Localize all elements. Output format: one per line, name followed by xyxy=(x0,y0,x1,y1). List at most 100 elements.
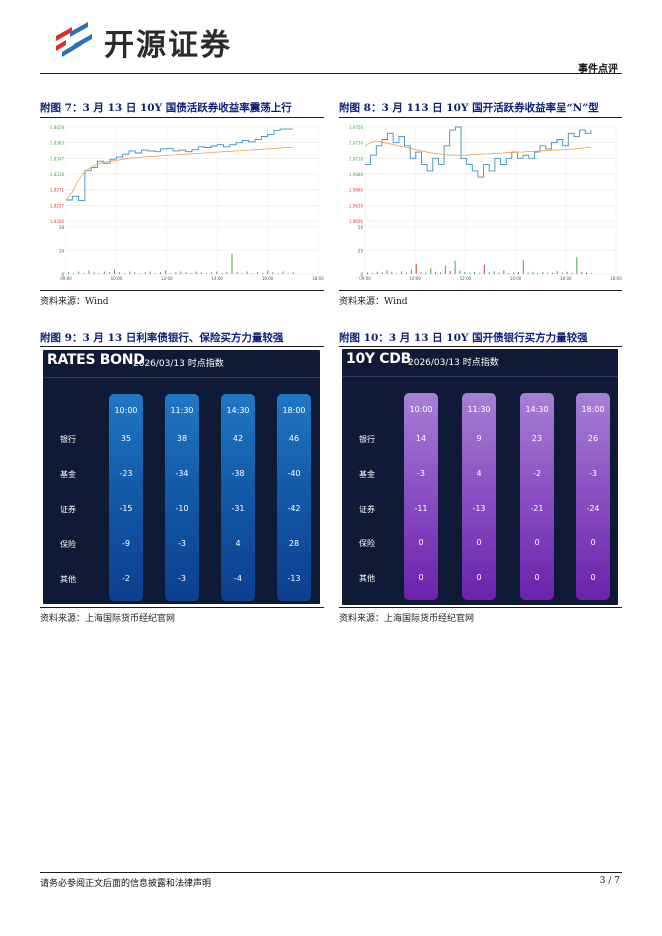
volume-tick-label: 28 xyxy=(59,225,65,230)
volume-bar xyxy=(129,271,131,274)
x-tick-label: 09:00 xyxy=(60,276,72,281)
volume-bar xyxy=(508,273,510,274)
figure-7-source: 资料来源：Wind xyxy=(40,297,109,307)
table-cell: -3 xyxy=(178,574,186,583)
volume-bar xyxy=(367,272,368,274)
volume-bar xyxy=(68,272,69,274)
volume-bar xyxy=(272,272,274,274)
volume-bar xyxy=(576,257,578,274)
x-tick-label: 16:00 xyxy=(262,276,274,281)
column-time-label: 14:30 xyxy=(226,406,250,415)
volume-bar xyxy=(552,273,553,274)
volume-bar xyxy=(262,273,264,274)
table-cell: 0 xyxy=(590,573,596,582)
y-tick-label: 1.9600 xyxy=(349,219,363,224)
figure-8-title: 附图 8：3 月 113 日 10Y 国开活跃券收益率呈“N”型 xyxy=(339,102,599,114)
table-cell: 9 xyxy=(476,434,482,443)
volume-bar xyxy=(517,272,519,274)
volume-bar xyxy=(246,271,248,274)
intraday-chart-svg: 1.8428 1.8383 1.8347 1.8318 1.8271 1.8237 1.82… xyxy=(50,125,324,281)
column-time-label: 18:00 xyxy=(581,405,605,414)
volume-bar xyxy=(376,271,378,275)
figure-8-chart: 1.9750 1.9730 1.9718 1.9688 1.9660 1.9639 1.96… xyxy=(339,121,622,287)
volume-bar xyxy=(513,272,514,274)
y-tick-label: 1.9750 xyxy=(349,125,363,130)
table-cell: -40 xyxy=(287,469,301,478)
x-tick-label: 18:00 xyxy=(312,276,324,281)
figure-10-top-rule xyxy=(339,346,622,347)
table-cell: 0 xyxy=(418,538,424,547)
figure-9-title: 附图 9：3 月 13 日利率债银行、保险买方力量较强 xyxy=(40,332,284,344)
volume-bar xyxy=(154,273,156,274)
table-cell: -2 xyxy=(533,469,541,478)
table-cell: -4 xyxy=(234,574,242,583)
figure-10-source: 资料来源：上海国际货币经纪官网 xyxy=(339,614,475,624)
volume-bar xyxy=(483,264,485,274)
volume-bar xyxy=(231,253,233,274)
volume-tick-label: 50 xyxy=(358,225,364,230)
volume-bar xyxy=(73,273,75,274)
volume-tick-label: 25 xyxy=(358,249,364,254)
table-cell: 23 xyxy=(531,434,543,443)
table-cell: -13 xyxy=(472,504,486,513)
volume-bar xyxy=(590,273,592,274)
figure-10-title: 附图 10：3 月 13 日 10Y 国开债银行买方力量较强 xyxy=(339,332,588,344)
company-logo: 开源证券 xyxy=(52,18,252,63)
panel-divider xyxy=(342,376,618,377)
volume-bar xyxy=(401,271,403,274)
volume-bar xyxy=(267,270,269,274)
table-cell: -21 xyxy=(530,504,544,513)
row-label: 银行 xyxy=(60,435,76,444)
table-cell: 35 xyxy=(120,434,132,443)
volume-bar xyxy=(88,270,90,274)
volume-tick-label: 0 xyxy=(61,272,64,277)
x-tick-label: 14:00 xyxy=(510,276,522,281)
y-tick-label: 1.9730 xyxy=(349,141,363,146)
volume-bar xyxy=(200,272,202,274)
volume-bar xyxy=(165,270,167,274)
table-cell: 38 xyxy=(176,434,188,443)
volume-bar xyxy=(195,271,197,274)
volume-bar xyxy=(547,272,549,274)
x-tick-label: 09:00 xyxy=(359,276,371,281)
figure-9-top-rule xyxy=(40,346,324,347)
table-cell: 0 xyxy=(476,573,482,582)
cdb-10y-panel: 10Y CDB 2026/03/13 时点指数 银行 基金 证券 保险 其他 10:00 1… xyxy=(342,349,618,605)
table-cell: 42 xyxy=(232,434,244,443)
time-column: 14:30 42 -38 -31 4 -4 xyxy=(221,394,255,601)
x-tick-label: 12:00 xyxy=(460,276,472,281)
row-label: 银行 xyxy=(359,435,375,444)
volume-bar xyxy=(216,271,218,274)
y-tick-label: 1.8347 xyxy=(50,156,64,161)
x-tick-label: 10:00 xyxy=(111,276,123,281)
table-cell: 0 xyxy=(534,573,540,582)
average-line xyxy=(65,146,293,201)
volume-bar xyxy=(139,273,141,274)
volume-bar xyxy=(440,272,441,274)
table-cell: -31 xyxy=(231,504,245,513)
table-cell: -38 xyxy=(231,469,245,478)
panel-title: RATES BOND xyxy=(47,352,145,368)
volume-bar xyxy=(561,272,563,274)
table-cell: 0 xyxy=(534,538,540,547)
volume-bar xyxy=(160,272,161,274)
rates-bond-panel: RATES BOND 2026/03/13 时点指数 银行 基金 证券 保险 其他 10:… xyxy=(43,350,320,604)
row-label: 保险 xyxy=(359,539,375,548)
volume-bar xyxy=(124,273,126,274)
y-tick-label: 1.8383 xyxy=(50,141,64,146)
table-cell: 4 xyxy=(235,539,241,548)
table-cell: 0 xyxy=(418,573,424,582)
figure-8-bottom-rule xyxy=(339,290,622,291)
volume-bar xyxy=(542,272,544,274)
volume-bar xyxy=(449,271,451,274)
panel-subtitle: 2026/03/13 时点指数 xyxy=(408,358,499,368)
volume-bar xyxy=(527,272,529,274)
time-column: 10:00 35 -23 -15 -9 -2 xyxy=(109,394,143,601)
volume-bar xyxy=(144,272,146,274)
figure-9-source: 资料来源：上海国际货币经纪官网 xyxy=(40,614,176,624)
volume-bar xyxy=(415,263,417,274)
column-time-label: 18:00 xyxy=(282,406,306,415)
figure-7-chart: 1.8428 1.8383 1.8347 1.8318 1.8271 1.8237 1.82… xyxy=(40,121,324,287)
volume-bar xyxy=(478,273,480,274)
time-column: 18:00 26 -3 -24 0 0 xyxy=(576,393,610,600)
